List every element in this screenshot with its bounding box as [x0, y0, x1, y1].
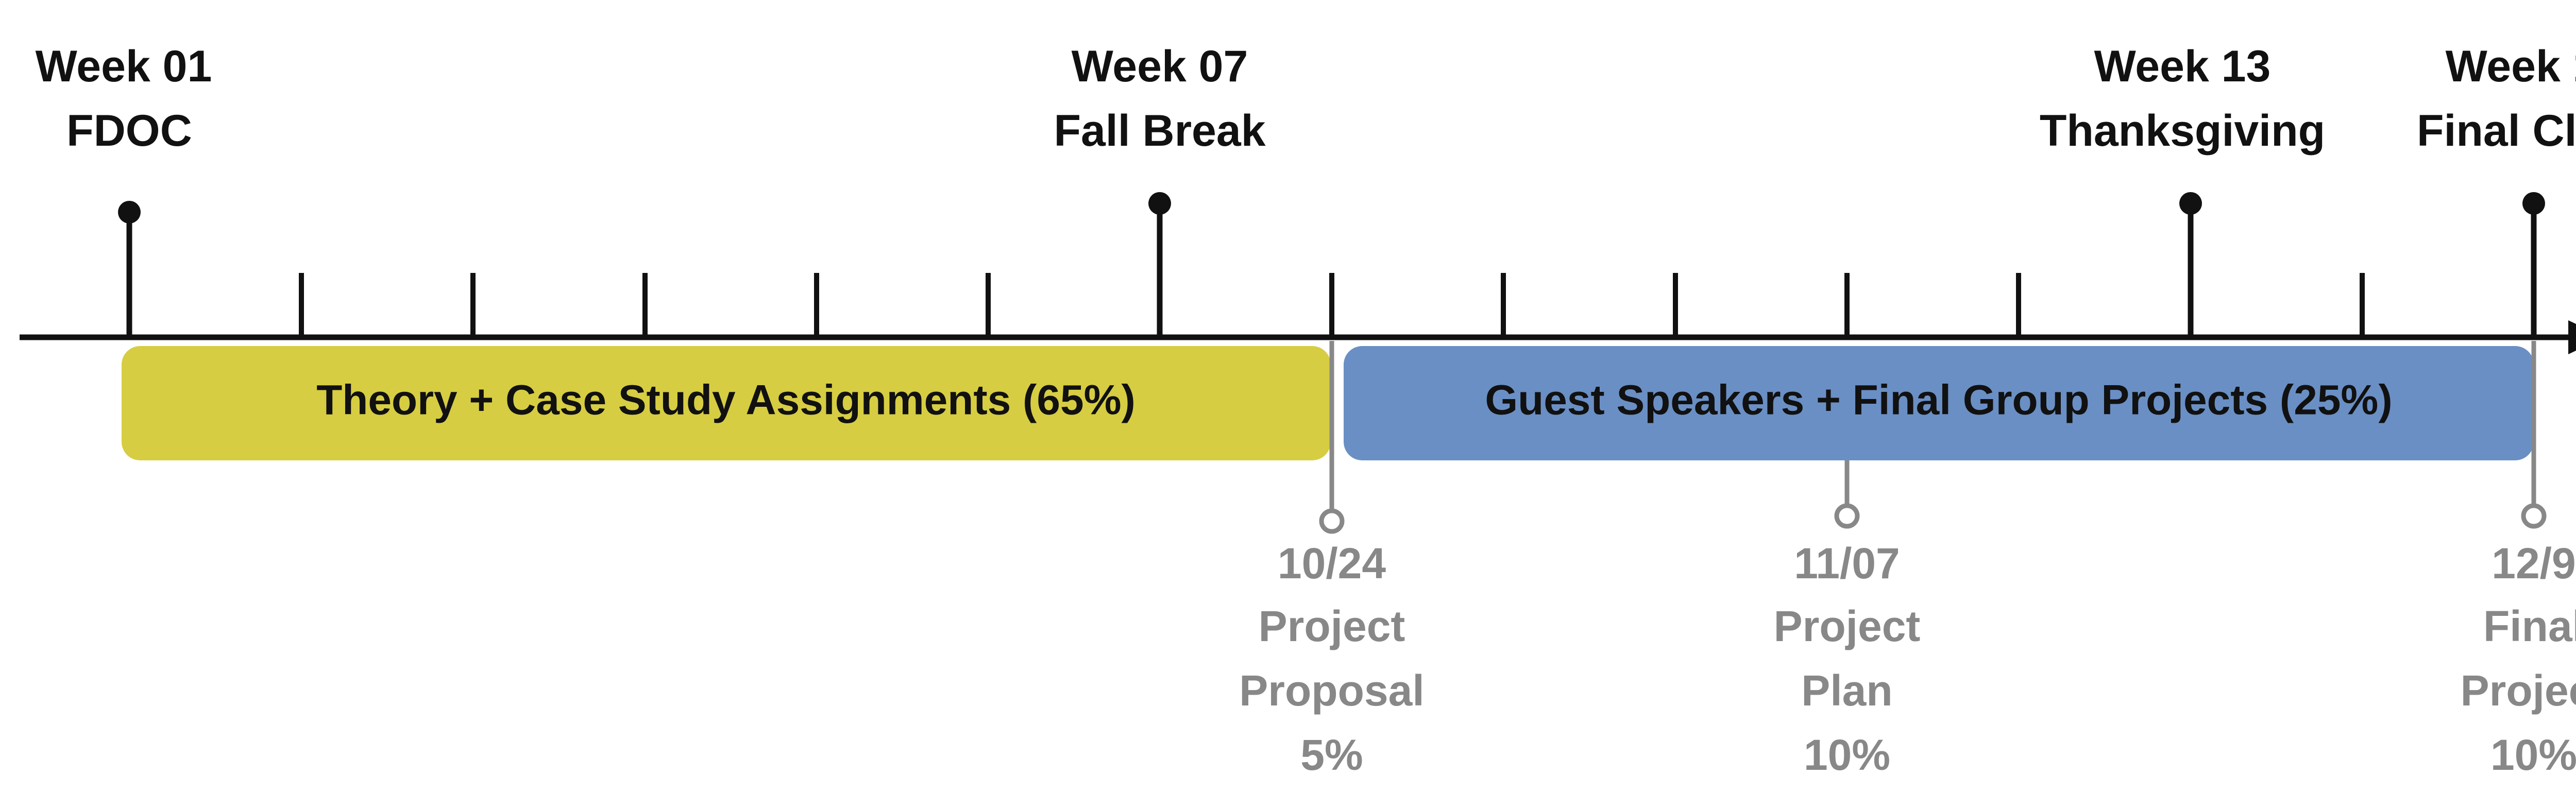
- deadline-markers: [1319, 503, 2547, 534]
- milestone-week-01-label: FDOC: [66, 106, 192, 156]
- axis-arrowhead: [2568, 320, 2576, 354]
- marker-week-13: [2179, 192, 2202, 215]
- phase-band-projects: [1344, 346, 2534, 460]
- phase-band-theory: [122, 346, 1331, 460]
- phase-label-theory: Theory + Case Study Assignments (65%): [316, 377, 1136, 424]
- milestone-stems: [126, 203, 2537, 340]
- deadline-11-07-date: 11/07: [1794, 539, 1900, 588]
- deadline-10-24-line-1: Project: [1259, 602, 1405, 650]
- deadline-11-07-line-1: Project: [1774, 602, 1921, 650]
- deadline-11-07-line-2: Plan: [1801, 666, 1892, 715]
- milestone-week-01-week: Week 01: [36, 42, 212, 91]
- deadline-11-07-weight: 10%: [1804, 731, 1890, 779]
- week-ticks: [299, 273, 2365, 337]
- milestone-week-07-week: Week 07: [1072, 42, 1248, 91]
- deadline-10-24-date: 10/24: [1278, 539, 1386, 588]
- deadline-marker-11-07: [1834, 503, 1860, 529]
- deadline-leaders: [1329, 341, 2536, 510]
- deadline-10-24-line-2: Proposal: [1239, 666, 1424, 715]
- marker-week-15: [2522, 192, 2545, 215]
- deadline-marker-10-24: [1319, 508, 1345, 534]
- phase-label-projects: Guest Speakers + Final Group Projects (2…: [1485, 377, 2392, 424]
- top-milestone-labels: Week 01 FDOC Week 07 Fall Break Week 13 …: [36, 42, 2576, 156]
- deadline-12-9-line-1: Final: [2483, 602, 2576, 650]
- marker-week-01: [118, 201, 141, 223]
- deadline-marker-12-9: [2521, 503, 2547, 529]
- deadline-12-9-weight: 10%: [2490, 731, 2576, 779]
- milestone-week-13-label: Thanksgiving: [2040, 106, 2325, 156]
- deadline-12-9-line-2: Project: [2461, 666, 2576, 715]
- milestone-week-15-label: Final Class: [2417, 106, 2576, 156]
- milestone-week-15-week: Week 15: [2446, 42, 2576, 91]
- deadline-labels: 10/24 Project Proposal 5% 11/07 Project …: [1239, 539, 2576, 779]
- milestone-week-07-label: Fall Break: [1054, 106, 1265, 156]
- milestone-markers: [118, 192, 2545, 223]
- milestone-week-13-week: Week 13: [2094, 42, 2271, 91]
- deadline-10-24-weight: 5%: [1300, 731, 1363, 779]
- marker-week-07: [1148, 192, 1171, 215]
- deadline-12-9-date: 12/9: [2492, 539, 2576, 588]
